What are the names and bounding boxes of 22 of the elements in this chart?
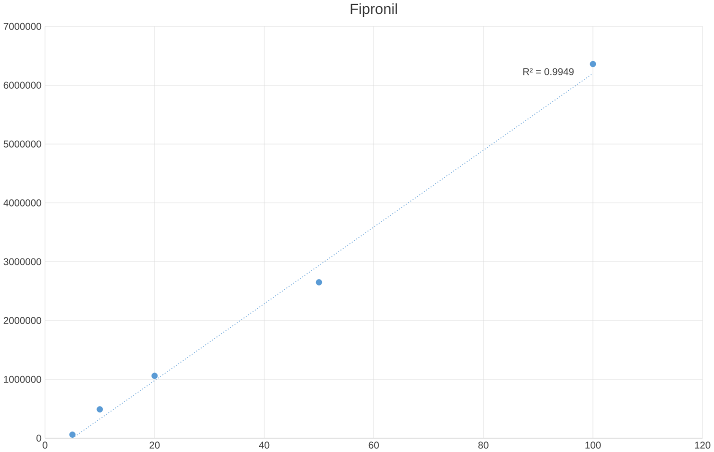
- x-tick-label: 100: [586, 442, 601, 449]
- x-tick-label: 0: [42, 442, 48, 449]
- y-tick-label: 3000000: [4, 258, 42, 266]
- chart-title: Fipronil: [350, 3, 397, 18]
- y-tick-label: 5000000: [4, 140, 42, 148]
- point: [96, 406, 103, 413]
- point: [69, 432, 76, 438]
- y-tick-label: 0: [36, 434, 42, 442]
- point: [590, 60, 596, 68]
- y-tick-label: 4000000: [4, 199, 42, 206]
- y-tick-label: 7000000: [4, 22, 42, 30]
- x-tick-label: 40: [258, 442, 270, 449]
- x-tick-label: 60: [368, 442, 379, 449]
- x-tick-label: 20: [150, 442, 160, 449]
- point: [151, 372, 158, 380]
- point: [316, 279, 322, 286]
- y-tick-label: 1000000: [4, 376, 42, 383]
- annotation: R² = 0.9949: [523, 68, 574, 76]
- y-tick-label: 2000000: [4, 317, 42, 324]
- y-tick-label: 6000000: [4, 82, 42, 89]
- x-tick-label: 80: [478, 442, 488, 449]
- x-tick-label: 120: [695, 442, 710, 449]
